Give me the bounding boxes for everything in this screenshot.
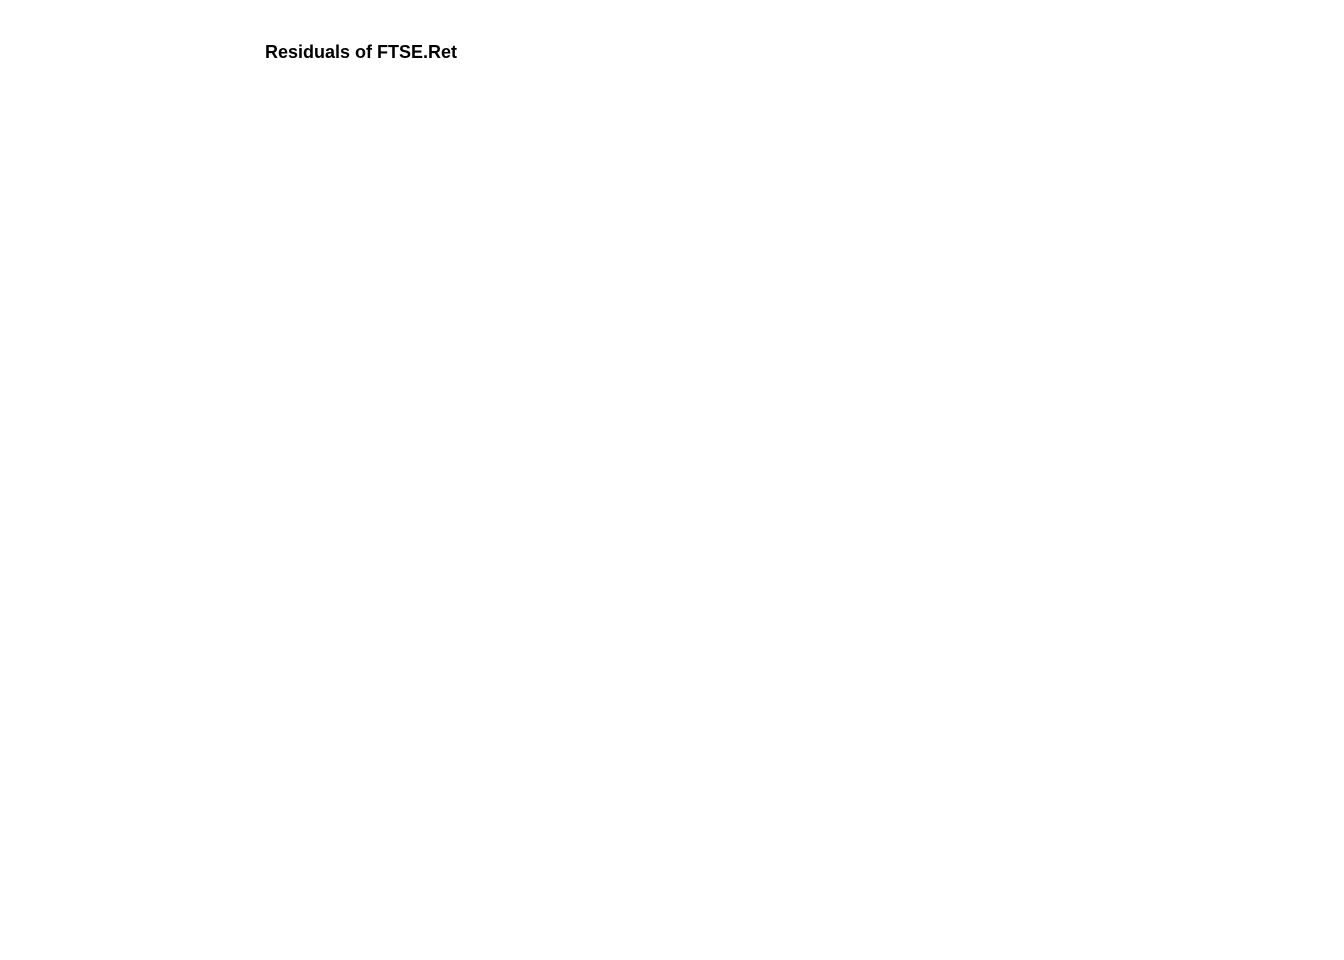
panel: Residuals of FTSE.Ret <box>265 42 457 62</box>
chart-title: Residuals of FTSE.Ret <box>265 42 457 62</box>
